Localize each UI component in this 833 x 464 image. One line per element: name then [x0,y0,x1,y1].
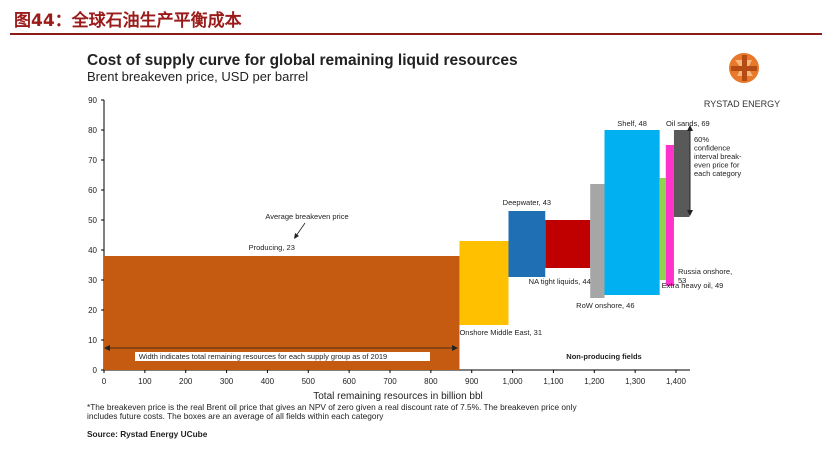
x-tick-label: 200 [179,377,193,386]
label-russia-onshore-line2: 53 [678,276,686,285]
y-tick-label: 30 [88,276,97,285]
bar-extra-heavy-oil [659,178,666,280]
average-breakeven-arrowhead [294,233,299,239]
y-tick-label: 90 [88,96,97,105]
confidence-note-line: interval break- [694,152,742,161]
footnote-line2: includes future costs. The boxes are an … [87,411,384,421]
x-tick-label: 1,000 [503,377,524,386]
annotation-average-breakeven: Average breakeven price [265,212,348,221]
x-tick-label: 0 [102,377,107,386]
confidence-arrow-up [687,125,693,131]
bar-row-onshore [590,184,605,298]
y-tick-label: 50 [88,216,97,225]
annotation-confidence-interval: 60% confidence interval break-even price f… [694,135,742,178]
x-tick-label: 900 [465,377,479,386]
label-oil-sands: Oil sands, 69 [666,119,710,128]
x-tick-label: 1,300 [625,377,646,386]
rystad-logo: RYSTAD ENERGY [704,53,780,109]
label-extra-heavy-oil: Extra heavy oil, 49 [662,281,724,290]
bar-oil-sands [673,130,690,217]
label-na-tight-liquids: NA tight liquids, 44 [529,277,591,286]
label-onshore-middle-east: Onshore Middle East, 31 [459,328,542,337]
confidence-note-line: even price for [694,161,740,170]
x-tick-label: 400 [261,377,275,386]
footnote: *The breakeven price is the real Brent o… [87,402,579,421]
confidence-note-line: 60% [694,135,709,144]
source-note: Source: Rystad Energy UCube [87,429,208,439]
confidence-note-line: each category [694,169,741,178]
bar-onshore-middle-east [459,241,509,325]
confidence-interval-marker [687,125,693,216]
y-tick-label: 40 [88,246,97,255]
width-arrow-right [452,345,458,351]
average-breakeven-arrow-line [295,222,306,237]
bar-producing [104,256,460,370]
y-tick-label: 60 [88,186,97,195]
width-indicator [104,345,458,351]
chart-title: Cost of supply curve for global remainin… [87,52,518,69]
logo-text: RYSTAD ENERGY [704,99,780,109]
label-shelf: Shelf, 48 [617,119,647,128]
bars-group [104,130,690,370]
x-tick-label: 700 [383,377,397,386]
annotation-non-producing: Non-producing fields [566,352,641,361]
x-tick-label: 800 [424,377,438,386]
x-axis-label: Total remaining resources in billion bbl [313,391,483,402]
y-axis-ticks: 0 10 20 30 40 50 60 70 80 90 [88,96,104,375]
bar-na-tight-liquids [545,220,591,268]
y-tick-label: 70 [88,156,97,165]
footnote-line1: *The breakeven price is the real Brent o… [87,402,577,412]
label-deepwater: Deepwater, 43 [503,198,551,207]
y-tick-label: 10 [88,336,97,345]
label-russia-onshore-line1: Russia onshore, [678,267,732,276]
label-row-onshore: RoW onshore, 46 [576,301,634,310]
x-axis-ticks: 0 100 200 300 400 500 600 700 800 900 1,000 1,100 1,… [102,370,687,386]
x-tick-label: 1,200 [584,377,605,386]
label-russia-onshore: Russia onshore, 53 [678,267,734,285]
y-tick-label: 20 [88,306,97,315]
y-tick-label: 0 [93,366,98,375]
x-tick-label: 600 [342,377,356,386]
confidence-note-line: confidence [694,144,730,153]
bar-deepwater [508,211,546,277]
width-note-bg [135,352,430,361]
confidence-arrow-down [687,210,693,216]
chart-subtitle: Brent breakeven price, USD per barrel [87,69,308,84]
x-tick-label: 300 [220,377,234,386]
x-tick-label: 500 [302,377,316,386]
x-tick-label: 100 [138,377,152,386]
bar-russia-onshore [665,145,674,286]
x-tick-label: 1,100 [543,377,564,386]
width-arrow-left [104,345,110,351]
annotation-width-note: Width indicates total remaining resource… [139,352,387,361]
bar-shelf [604,130,660,295]
rystad-logo-bar-h [731,66,757,71]
y-tick-label: 80 [88,126,97,135]
figure-title: 图44：全球石油生产平衡成本 [14,11,242,31]
title-divider [10,33,822,35]
label-producing: Producing, 23 [249,243,295,252]
x-tick-label: 1,400 [666,377,687,386]
